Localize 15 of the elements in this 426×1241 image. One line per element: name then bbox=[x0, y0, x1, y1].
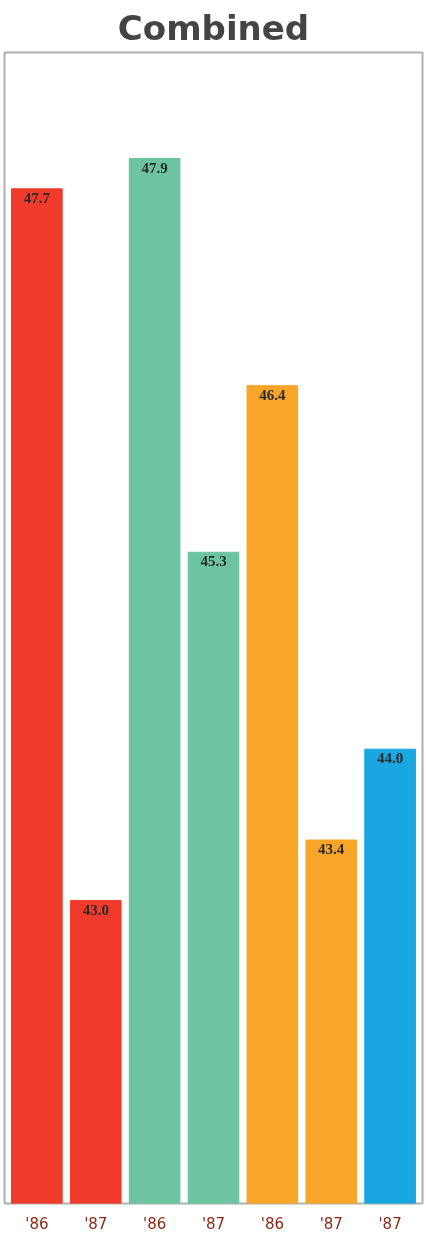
data-label: 47.9 bbox=[141, 159, 168, 176]
x-tick-label: '87 bbox=[201, 1214, 226, 1233]
x-tick-label: '86 bbox=[143, 1214, 167, 1233]
data-label: 47.7 bbox=[23, 189, 51, 206]
data-label: 44.0 bbox=[376, 750, 404, 767]
x-tick-label: '86 bbox=[25, 1214, 49, 1233]
x-tick-label: '87 bbox=[319, 1214, 343, 1233]
data-label: 43.4 bbox=[318, 841, 345, 858]
data-label: 43.0 bbox=[82, 901, 109, 918]
data-label: 46.4 bbox=[259, 386, 286, 403]
chart-title: Combined bbox=[117, 7, 310, 48]
data-label: 45.3 bbox=[200, 553, 227, 570]
x-tick-label: '87 bbox=[84, 1214, 108, 1233]
x-tick-label: '87 bbox=[378, 1214, 402, 1233]
x-tick-label: '86 bbox=[260, 1214, 284, 1233]
